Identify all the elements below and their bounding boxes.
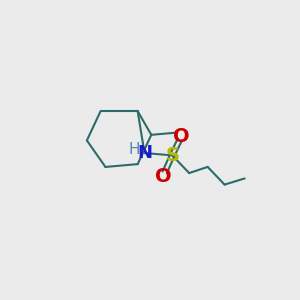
Text: O: O	[173, 127, 190, 146]
Text: H: H	[129, 142, 140, 158]
Text: S: S	[165, 146, 179, 165]
Text: O: O	[155, 167, 171, 186]
Text: N: N	[137, 144, 152, 162]
